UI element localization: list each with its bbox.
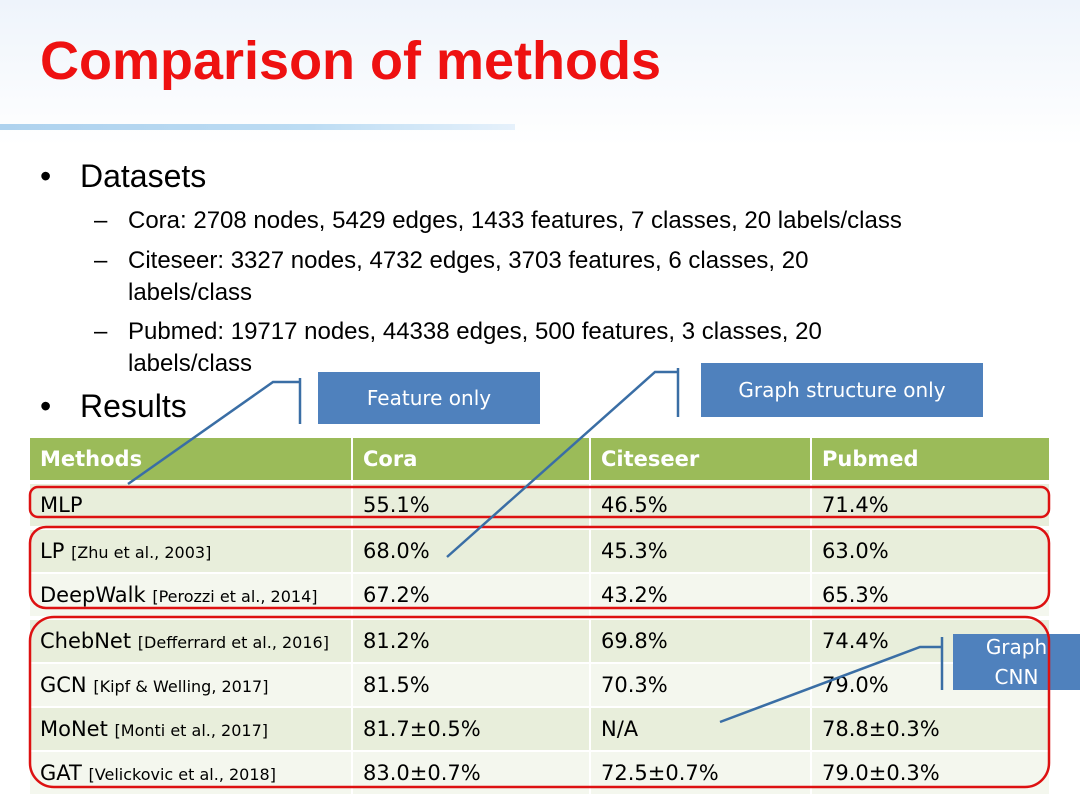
- callout-feature-only-label: Feature only: [366, 386, 492, 410]
- citeseer-cell: 69.8%: [590, 616, 812, 663]
- bullet-datasets-label: Datasets: [80, 158, 207, 194]
- dash: –: [94, 247, 108, 274]
- header-methods: Methods: [30, 438, 353, 482]
- method-name: GAT: [40, 761, 82, 785]
- header-citeseer: Citeseer: [590, 438, 812, 482]
- highlight-box-graph-structure: [28, 525, 1051, 610]
- callout-graph-cnn: Graph CNN: [953, 634, 1080, 690]
- dataset-cora-text: Cora: 2708 nodes, 5429 edges, 1433 featu…: [128, 207, 902, 234]
- bullet-dot: •: [40, 388, 52, 424]
- table-row-chebnet: ChebNet [Defferrard et al., 2016] 81.2% …: [30, 616, 1051, 663]
- cora-cell: 81.2%: [352, 616, 591, 663]
- bullet-results-label: Results: [80, 388, 187, 424]
- method-citation: [Defferrard et al., 2016]: [137, 633, 329, 652]
- callout-graph-structure-only: Graph structure only: [701, 363, 983, 417]
- dash: –: [94, 207, 108, 234]
- method-cell: LP [Zhu et al., 2003]: [30, 526, 353, 573]
- table-row-monet: MoNet [Monti et al., 2017] 81.7±0.5% N/A…: [30, 706, 1051, 751]
- method-cell: ChebNet [Defferrard et al., 2016]: [30, 616, 353, 663]
- cora-cell: 81.7±0.5%: [352, 706, 591, 751]
- table-row-mlp: MLP 55.1% 46.5% 71.4%: [30, 480, 1051, 528]
- citeseer-cell: 70.3%: [590, 662, 812, 707]
- connector-feature-only: [127, 380, 300, 486]
- method-citation: [Perozzi et al., 2014]: [152, 587, 318, 606]
- callout-graph-cnn-line2: CNN: [994, 665, 1039, 689]
- table-row-deepwalk: DeepWalk [Perozzi et al., 2014] 67.2% 43…: [30, 572, 1051, 618]
- bullet-dot: •: [40, 158, 52, 194]
- title-underline: [0, 124, 515, 130]
- pubmed-cell: 63.0%: [811, 526, 1051, 573]
- highlight-box-graph-cnn: [28, 615, 1051, 789]
- citeseer-cell: 45.3%: [590, 526, 812, 573]
- method-name: DeepWalk: [40, 583, 146, 607]
- method-citation: [Velickovic et al., 2018]: [88, 765, 276, 784]
- citeseer-cell: N/A: [590, 706, 812, 751]
- citeseer-cell: 43.2%: [590, 572, 812, 618]
- method-name: MLP: [40, 493, 83, 517]
- dataset-citeseer-text: Citeseer: 3327 nodes, 4732 edges, 3703 f…: [128, 247, 809, 274]
- method-cell: MoNet [Monti et al., 2017]: [30, 706, 353, 751]
- callout-feature-only: Feature only: [318, 372, 540, 424]
- method-cell: GCN [Kipf & Welling, 2017]: [30, 662, 353, 707]
- cora-cell: 81.5%: [352, 662, 591, 707]
- highlight-box-feature-only: [28, 485, 1051, 519]
- cora-cell: 67.2%: [352, 572, 591, 618]
- slide-title: Comparison of methods: [40, 31, 662, 91]
- header-cora: Cora: [352, 438, 591, 482]
- dataset-pubmed-text-cont: labels/class: [128, 350, 253, 377]
- method-citation: [Kipf & Welling, 2017]: [93, 677, 269, 696]
- pubmed-cell: 78.8±0.3%: [811, 706, 1051, 751]
- method-name: GCN: [40, 673, 87, 697]
- table-header-row: Methods Cora Citeseer Pubmed: [30, 438, 1051, 482]
- dataset-pubmed-text: Pubmed: 19717 nodes, 44338 edges, 500 fe…: [128, 318, 822, 345]
- method-citation: [Monti et al., 2017]: [114, 721, 268, 740]
- pubmed-cell: 65.3%: [811, 572, 1051, 618]
- connector-graph-cnn: [719, 645, 942, 724]
- method-name: MoNet: [40, 717, 108, 741]
- method-citation: [Zhu et al., 2003]: [71, 543, 212, 562]
- dash: –: [94, 318, 108, 345]
- dataset-citeseer-text-cont: labels/class: [128, 279, 253, 306]
- callout-graph-cnn-line1: Graph: [985, 635, 1048, 659]
- connector-graph-structure: [446, 370, 678, 558]
- method-name: ChebNet: [40, 629, 132, 653]
- header-pubmed: Pubmed: [811, 438, 1051, 482]
- table-row-lp: LP [Zhu et al., 2003] 68.0% 45.3% 63.0%: [30, 526, 1051, 573]
- callout-graph-structure-only-label: Graph structure only: [738, 378, 946, 402]
- method-name: LP: [40, 539, 65, 563]
- method-cell: DeepWalk [Perozzi et al., 2014]: [30, 572, 353, 618]
